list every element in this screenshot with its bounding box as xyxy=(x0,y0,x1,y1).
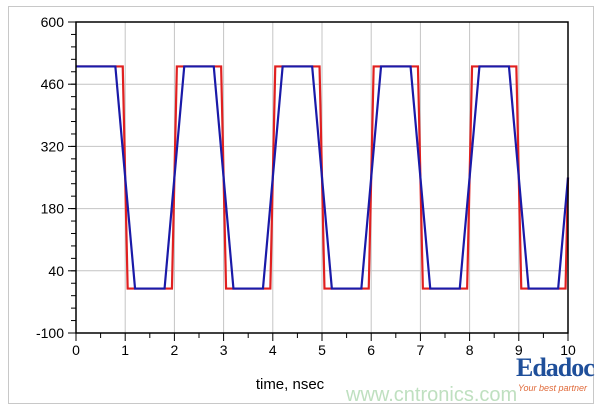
x-tick-label: 7 xyxy=(417,342,425,358)
x-tick-label: 9 xyxy=(515,342,523,358)
x-tick-label: 0 xyxy=(72,342,80,358)
chart-frame xyxy=(8,6,594,404)
x-tick-label: 6 xyxy=(367,342,375,358)
y-tick-label: -100 xyxy=(36,325,64,341)
series-line-1 xyxy=(76,65,570,290)
y-tick-label: 460 xyxy=(41,76,65,92)
x-tick-label: 10 xyxy=(560,342,576,358)
x-tick-label: 3 xyxy=(220,342,228,358)
x-tick-label: 5 xyxy=(318,342,326,358)
plot-area-border xyxy=(75,21,569,334)
y-tick-label: 40 xyxy=(48,263,64,279)
y-tick-label: 320 xyxy=(41,138,65,154)
logo-tagline: Your best partner xyxy=(518,383,588,393)
logo: Edadoc xyxy=(516,353,595,382)
watermark-site: www.cntronics.com xyxy=(346,384,518,406)
x-axis-label: time, nsec xyxy=(255,376,325,393)
x-tick-label: 8 xyxy=(466,342,474,358)
x-tick-label: 1 xyxy=(121,342,129,358)
y-tick-label: 600 xyxy=(41,14,65,30)
x-tick-label: 4 xyxy=(269,342,277,358)
x-tick-label: 2 xyxy=(171,342,179,358)
y-tick-label: 180 xyxy=(41,201,65,217)
